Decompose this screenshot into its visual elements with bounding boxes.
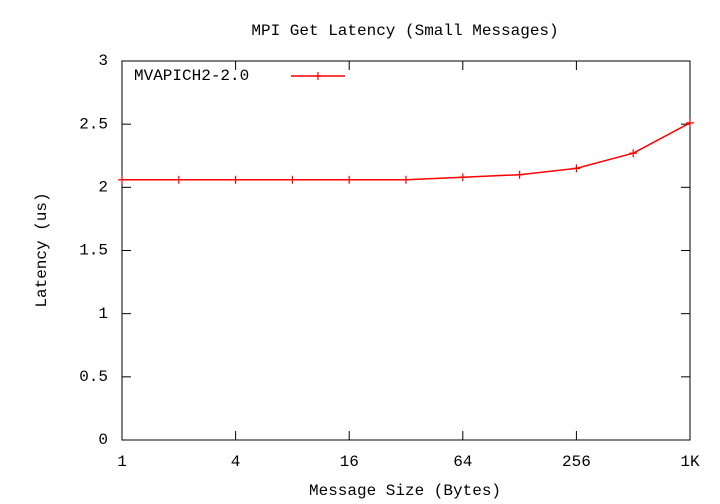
y-tick-label: 3 xyxy=(98,52,108,70)
y-tick-label: 0 xyxy=(98,431,108,449)
point-marker xyxy=(288,175,297,184)
point-marker xyxy=(458,173,467,182)
y-tick-label: 2 xyxy=(98,179,108,197)
x-tick-label: 256 xyxy=(562,453,591,471)
x-tick-label: 4 xyxy=(231,453,241,471)
y-tick-label: 0.5 xyxy=(79,368,108,386)
point-marker xyxy=(345,175,354,184)
plot-frame xyxy=(121,60,691,441)
x-tick-label: 1K xyxy=(680,453,700,471)
point-marker xyxy=(174,175,183,184)
x-tick-label: 1 xyxy=(117,453,127,471)
point-marker xyxy=(572,164,581,173)
legend-label: MVAPICH2-2.0 xyxy=(134,67,249,85)
point-marker xyxy=(118,175,126,184)
point-marker xyxy=(686,118,694,127)
y-tick-label: 2.5 xyxy=(79,115,108,133)
point-marker xyxy=(629,149,638,158)
y-tick-label: 1.5 xyxy=(79,242,108,260)
point-marker xyxy=(515,170,524,179)
legend-marker xyxy=(314,72,322,80)
x-axis-label: Message Size (Bytes) xyxy=(309,482,501,500)
point-marker xyxy=(231,175,240,184)
series-line xyxy=(122,122,691,181)
y-axis-label: Latency (us) xyxy=(33,192,51,307)
y-tick-label: 1 xyxy=(98,305,108,323)
chart-title: MPI Get Latency (Small Messages) xyxy=(251,22,558,40)
x-tick-label: 16 xyxy=(340,453,359,471)
point-marker xyxy=(402,175,410,184)
x-tick-label: 64 xyxy=(453,453,472,471)
